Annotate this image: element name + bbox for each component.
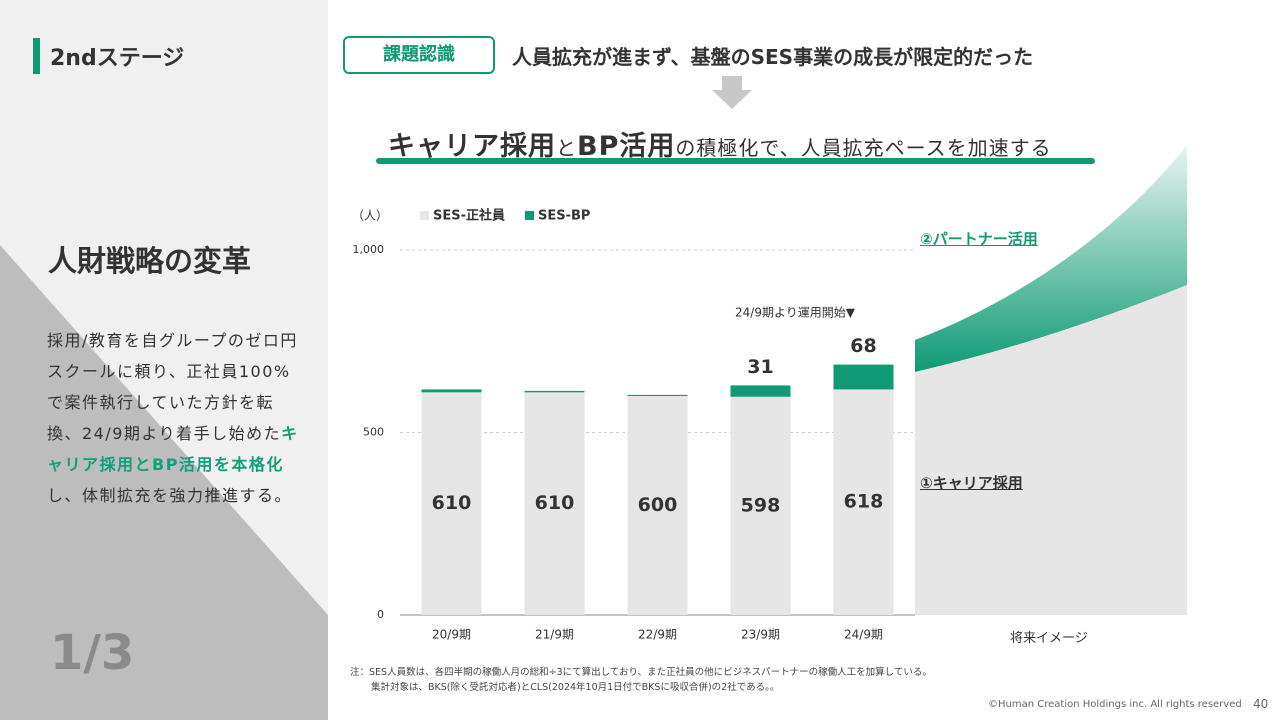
value-label: 600: [638, 494, 678, 516]
future-partner: ②パートナー活用: [920, 230, 1038, 248]
bar-segment: [421, 392, 482, 615]
legend-label: SES-正社員: [433, 208, 505, 224]
future-career-area: [915, 285, 1187, 615]
y-tick-label: 500: [363, 426, 384, 439]
headline-underline: [376, 158, 1095, 164]
value-label: 68: [850, 335, 876, 357]
future-label: 将来イメージ: [1010, 631, 1088, 646]
value-label: 610: [535, 492, 575, 514]
note: 注：SES人員数は、各四半期の稼働人月の総和÷3にて算出しており、また正社員の他…: [350, 667, 932, 678]
x-tick-label: 21/9期: [535, 628, 574, 642]
bar-segment: [524, 390, 585, 393]
bar-segment: [833, 389, 894, 615]
page-number: 40: [1253, 697, 1269, 711]
stage: 2ndステージ: [50, 46, 185, 71]
text: し、体制拡充を強力推進する。: [47, 486, 293, 505]
text: 採用/教育を自グループのゼロ円スクールに頼り、正社員100%で案件執行していた方…: [47, 331, 298, 443]
headline: キャリア採用とBP活用の積極化で、人員拡充ペースを加速する: [388, 124, 1052, 163]
legend-label: SES-BP: [538, 209, 590, 224]
y-tick-label: 1,000: [353, 243, 385, 256]
value-label: 610: [432, 492, 472, 514]
value-label: 31: [747, 356, 773, 378]
bar-segment: [627, 396, 688, 615]
page-fraction: 1/3: [50, 625, 135, 681]
copyright: ©Human Creation Holdings inc. All rights…: [988, 699, 1242, 710]
issue-tag: 課題認識: [343, 36, 495, 74]
x-tick-label: 22/9期: [638, 628, 677, 642]
unit-label: （人）: [352, 209, 388, 223]
bar-segment: [627, 394, 688, 396]
down-arrow: [712, 76, 752, 109]
bar-segment: [730, 385, 791, 397]
text: と: [556, 136, 577, 160]
future-career: ①キャリア採用: [920, 474, 1023, 492]
future-partner-area: [915, 145, 1187, 372]
value-label: 598: [741, 494, 781, 516]
paragraph: 採用/教育を自グループのゼロ円スクールに頼り、正社員100%で案件執行していた方…: [47, 325, 299, 511]
bar-segment: [421, 389, 482, 393]
value-label: 618: [844, 491, 884, 513]
x-tick-label: 20/9期: [432, 628, 471, 642]
side-title: 人財戦略の変革: [48, 244, 252, 278]
text: の積極化で、人員拡充ペースを加速する: [675, 136, 1052, 160]
headline-strong: キャリア採用: [388, 131, 556, 162]
note: 集計対象は、BKS(除く受託対応者)とCLS(2024年10月1日付でBKSに吸…: [371, 682, 780, 693]
issue-text: 人員拡充が進まず、基盤のSES事業の成長が限定的だった: [512, 45, 1034, 69]
bar-segment: [730, 396, 791, 615]
annotation: 24/9期より運用開始▼: [735, 306, 856, 320]
y-tick-label: 0: [377, 608, 384, 621]
highlight: キャリア採用とBP活用を本格化: [47, 424, 299, 474]
bar-segment: [833, 364, 894, 390]
headline-strong: BP活用: [577, 131, 676, 162]
legend-swatch: [420, 211, 429, 220]
bar-segment: [524, 392, 585, 615]
legend-swatch: [525, 211, 534, 220]
x-tick-label: 24/9期: [844, 628, 883, 642]
left-panel: [0, 0, 328, 720]
x-tick-label: 23/9期: [741, 628, 780, 642]
